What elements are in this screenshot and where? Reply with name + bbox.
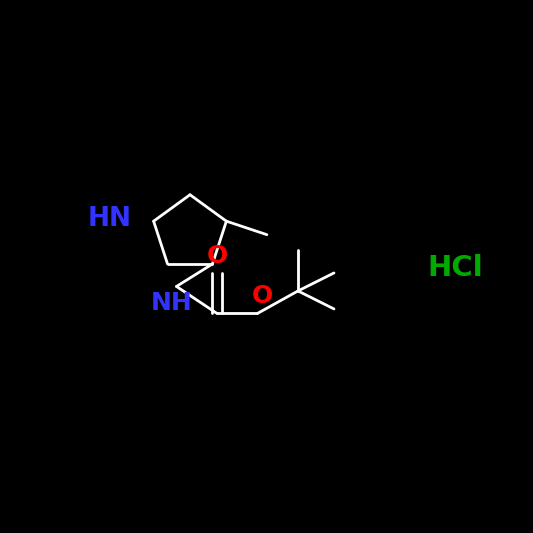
Text: HCl: HCl (427, 254, 483, 282)
Text: O: O (252, 285, 273, 309)
Text: O: O (206, 244, 228, 268)
Text: HN: HN (87, 206, 132, 232)
Text: NH: NH (151, 292, 192, 316)
